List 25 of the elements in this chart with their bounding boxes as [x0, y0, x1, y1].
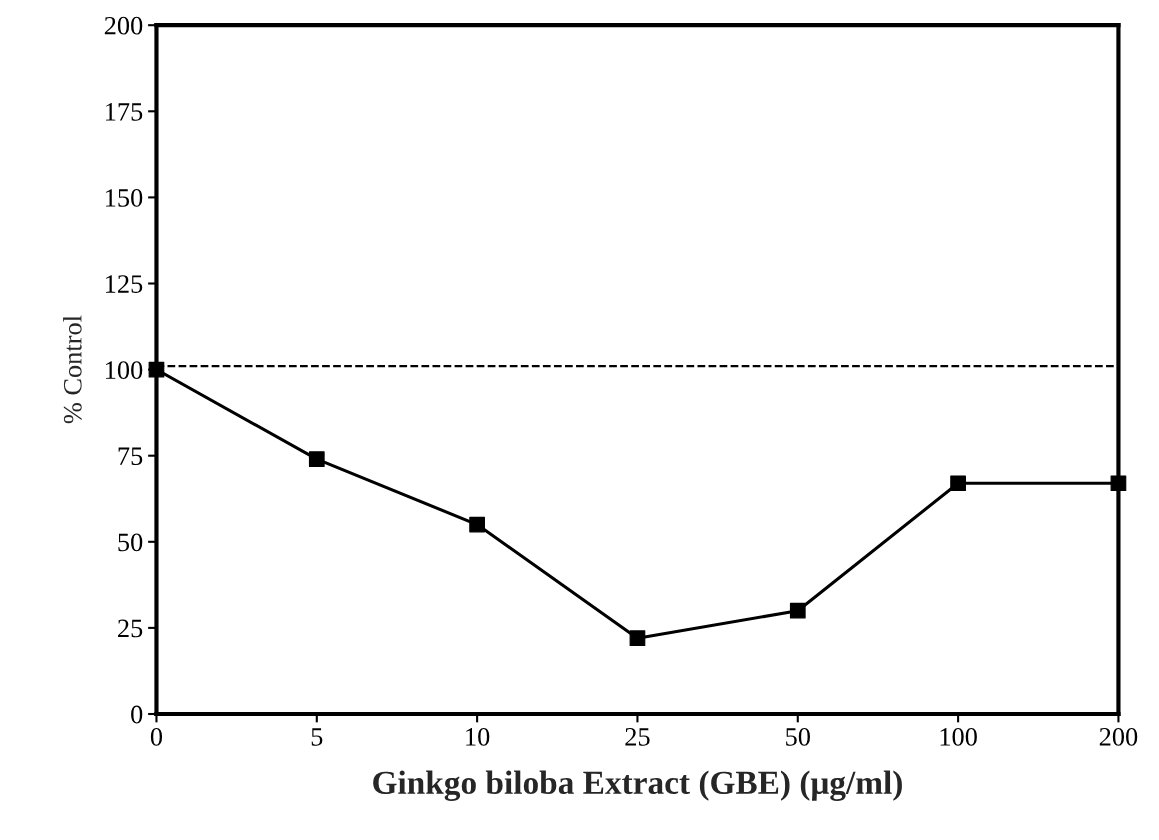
y-tick-label: 175 [106, 103, 143, 121]
point [789, 602, 806, 619]
point [148, 361, 165, 378]
x-tick-label: 50 [786, 727, 810, 746]
y-tick-label: 0 [131, 705, 143, 724]
point [950, 475, 966, 492]
point [629, 630, 646, 647]
y-axis-title: % Control [63, 315, 82, 424]
y-tick-label: 150 [106, 189, 143, 207]
x-tick-label: 0 [150, 727, 163, 746]
x-tick-label: 5 [311, 728, 323, 746]
y-tick-label: 125 [106, 275, 143, 293]
y-tick-label: 25 [118, 619, 143, 638]
y-tick-label: 75 [118, 447, 143, 466]
point [469, 516, 485, 533]
x-tick-label: 25 [625, 728, 650, 746]
x-tick-label: 200 [1099, 727, 1138, 746]
y-tick-label: 50 [118, 533, 143, 552]
x-axis-title: Ginkgo biloba Extract (GBE) (μg/ml) [373, 770, 902, 802]
y-tick-label: 200 [104, 16, 143, 35]
x-tick-label: 100 [940, 727, 977, 746]
point [1110, 475, 1127, 492]
x-tick-label: 10 [466, 727, 490, 746]
point [308, 451, 325, 468]
y-tick-label: 100 [106, 361, 143, 380]
